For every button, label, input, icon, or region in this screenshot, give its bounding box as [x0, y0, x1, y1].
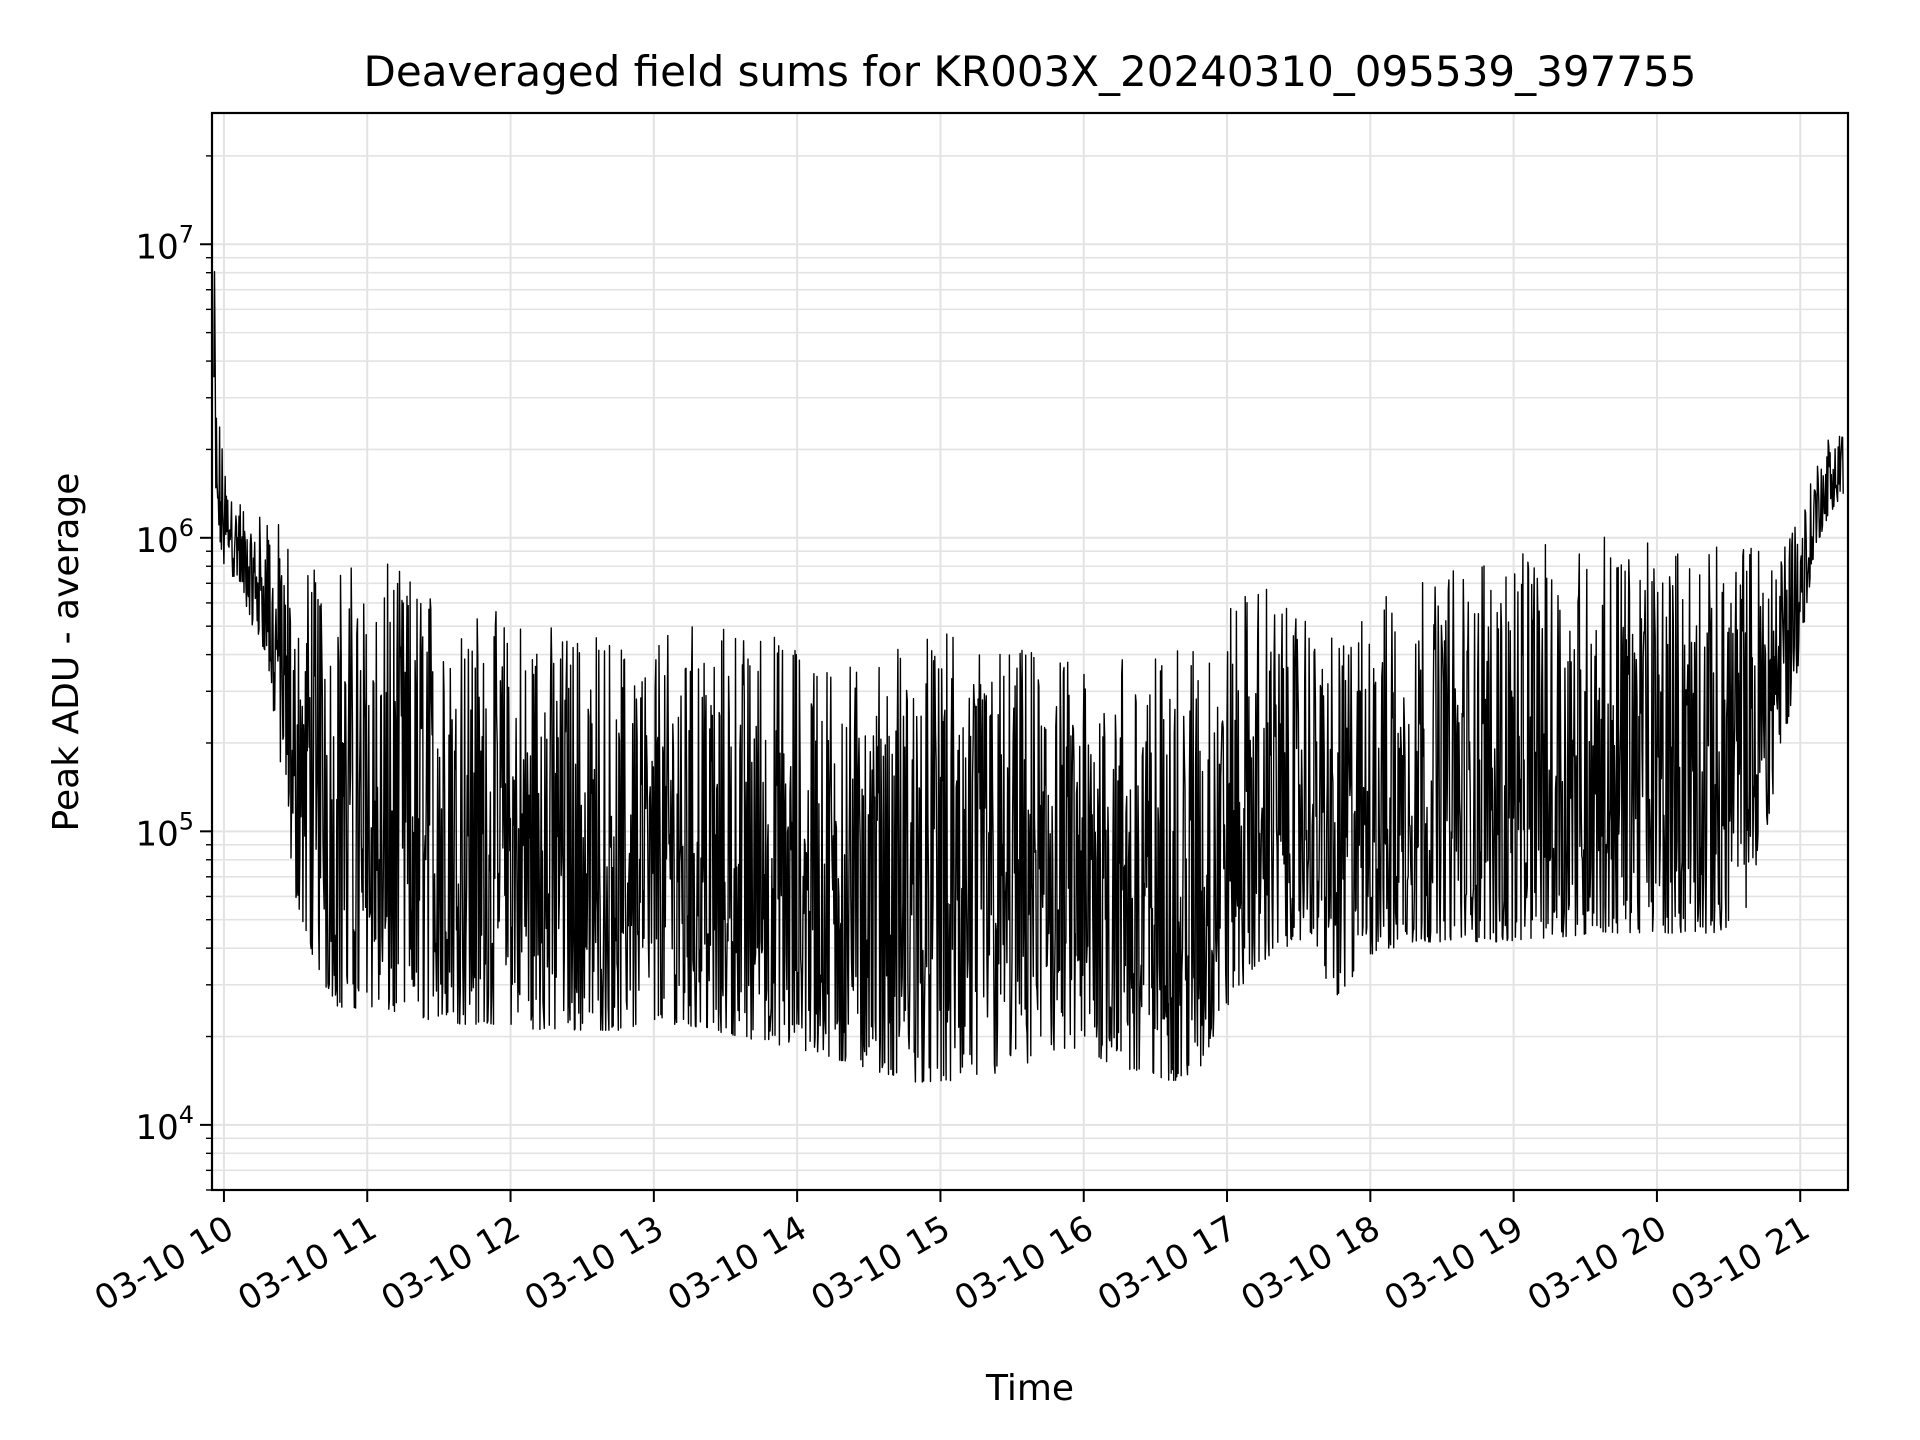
y-tick-base: 10 [135, 521, 178, 561]
y-tick-base: 10 [135, 814, 178, 854]
y-tick-label: 107 [135, 220, 194, 267]
series-line [213, 271, 1844, 1083]
y-tick-base: 10 [135, 1108, 178, 1148]
x-axis-label: Time [985, 1368, 1074, 1409]
chart-title: Deaveraged field sums for KR003X_2024031… [364, 47, 1697, 96]
plot-frame [210, 111, 1850, 1192]
y-tick-exponent: 7 [179, 220, 194, 248]
y-tick-exponent: 5 [179, 807, 194, 835]
series [213, 271, 1844, 1083]
y-axis-label: Peak ADU - average [46, 473, 87, 832]
y-tick-exponent: 6 [179, 514, 194, 542]
y-tick-exponent: 4 [179, 1101, 194, 1129]
y-tick-label: 104 [135, 1101, 194, 1148]
y-tick-label: 105 [135, 807, 194, 854]
y-tick-base: 10 [135, 227, 178, 267]
y-tick-label: 106 [135, 514, 194, 561]
